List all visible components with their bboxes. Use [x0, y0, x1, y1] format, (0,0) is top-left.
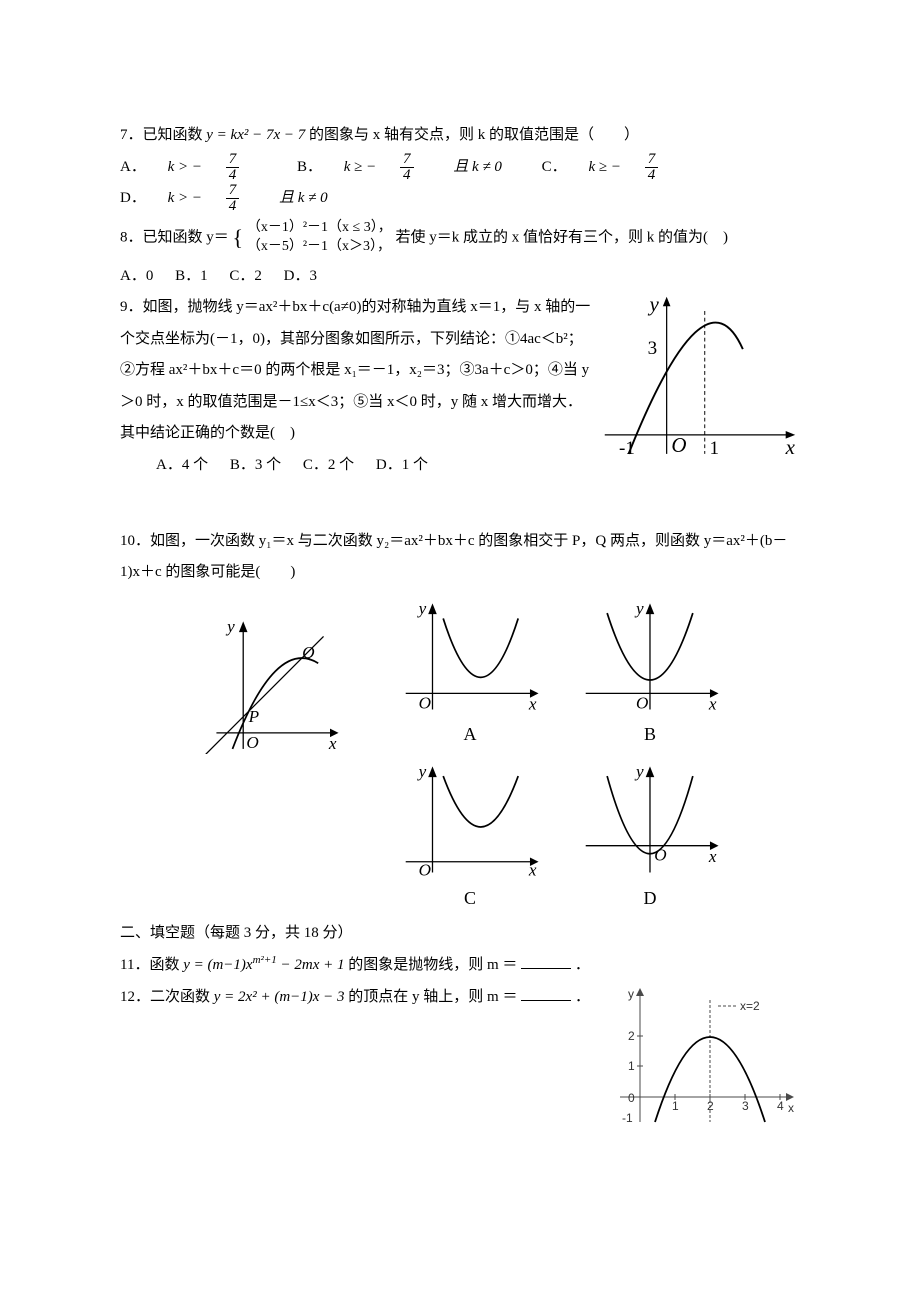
q7-opt-c: C． k ≥ − 74 [542, 159, 695, 175]
q10-stem: 10．如图，一次函数 y₁＝x 与二次函数 y₂＝ax²＋bx＋c 的图象相交于… [120, 526, 800, 589]
q9-stem: 9．如图，抛物线 y＝ax²＋bx＋c(a≠0)的对称轴为直线 x＝1，与 x … [120, 292, 594, 450]
svg-text:2: 2 [707, 1099, 714, 1113]
q9-opt-d: D．1 个 [376, 457, 428, 473]
q7-post: 的图象与 x 轴有交点，则 k 的取值范围是（ ） [309, 127, 639, 143]
svg-text:P: P [248, 707, 260, 726]
svg-text:x: x [708, 694, 717, 713]
svg-text:y: y [628, 987, 634, 1001]
svg-text:x: x [528, 694, 537, 713]
q8-options: A．0 B．1 C．2 D．3 [120, 261, 800, 293]
q9-opt-a: A．4 个 [156, 457, 208, 473]
q7-opt-a: A． k > − 74 [120, 159, 279, 175]
section2-title: 二、填空题（每题 3 分，共 18 分） [120, 918, 800, 950]
svg-text:Q: Q [302, 643, 315, 662]
q9-options: A．4 个 B．3 个 C．2 个 D．1 个 [120, 450, 594, 482]
svg-text:x=2: x=2 [740, 999, 760, 1013]
svg-text:O: O [419, 861, 431, 878]
svg-text:x: x [708, 847, 717, 866]
svg-text:3: 3 [742, 1099, 749, 1113]
svg-text:x: x [785, 435, 796, 459]
svg-text:x: x [528, 861, 537, 878]
q8-opt-a: A．0 [120, 268, 153, 284]
q7-opt-b: B． k ≥ − 74 且 k ≠ 0 [297, 159, 524, 175]
svg-text:1: 1 [672, 1099, 679, 1113]
svg-text:y: y [225, 617, 235, 636]
q7-opt-d: D． k > − 74 且 k ≠ 0 [120, 190, 346, 206]
q11-blank [521, 953, 571, 969]
q12-blank [521, 985, 571, 1001]
q12-figure: 2 1 0 -1 1 2 3 4 y x x=2 [600, 982, 800, 1145]
q7-expr: y = kx² − 7x − 7 [206, 127, 305, 143]
q10-fig-d: y x O D [575, 760, 725, 918]
svg-text:O: O [671, 433, 686, 457]
svg-text:1: 1 [710, 438, 720, 459]
svg-text:3: 3 [648, 338, 658, 359]
q10-fig-c: y x O C [395, 760, 545, 918]
svg-text:O: O [419, 693, 431, 712]
svg-text:0: 0 [628, 1091, 635, 1105]
q7-options: A． k > − 74 B． k ≥ − 74 且 k ≠ 0 C． k ≥ −… [120, 152, 800, 215]
svg-text:y: y [634, 762, 644, 781]
svg-text:O: O [246, 733, 258, 752]
q12-block: 12．二次函数 y = 2x² + (m−1)x − 3 的顶点在 y 轴上，则… [120, 982, 800, 1145]
svg-text:-1: -1 [622, 1111, 633, 1125]
svg-text:y: y [417, 762, 427, 781]
svg-text:y: y [417, 599, 427, 618]
q10-fig-left: y x O P Q [195, 615, 345, 754]
q8-piecewise: （x－1）²－1（x ≤ 3）， （x－5）²－1（x＞3）， [247, 219, 392, 255]
svg-text:2: 2 [628, 1029, 635, 1043]
q9-opt-c: C．2 个 [303, 457, 354, 473]
q9-figure: y x O 3 -1 1 [600, 292, 800, 485]
q10-fig-b: y x O B [575, 597, 725, 755]
q9-block: 9．如图，抛物线 y＝ax²＋bx＋c(a≠0)的对称轴为直线 x＝1，与 x … [120, 292, 800, 485]
q8-opt-b: B．1 [175, 268, 208, 284]
q7-stem: 7．已知函数 y = kx² − 7x − 7 的图象与 x 轴有交点，则 k … [120, 120, 800, 152]
q8-opt-d: D．3 [284, 268, 317, 284]
svg-text:4: 4 [777, 1099, 784, 1113]
svg-text:y: y [648, 292, 660, 316]
svg-text:y: y [634, 599, 644, 618]
svg-text:1: 1 [628, 1059, 635, 1073]
svg-text:O: O [636, 693, 648, 712]
svg-text:-1: -1 [619, 438, 635, 459]
q8-stem: 8．已知函数 y＝ { （x－1）²－1（x ≤ 3）， （x－5）²－1（x＞… [120, 215, 800, 261]
q11-stem: 11．函数 y = (m−1)xm²+1 − 2mx + 1 的图象是抛物线，则… [120, 949, 800, 982]
svg-text:O: O [654, 846, 666, 865]
q10-fig-a: y x O A [395, 597, 545, 755]
q7-pre: 7．已知函数 [120, 127, 203, 143]
q12-stem: 12．二次函数 y = 2x² + (m−1)x − 3 的顶点在 y 轴上，则… [120, 982, 600, 1014]
svg-text:x: x [328, 734, 337, 753]
q9-opt-b: B．3 个 [230, 457, 281, 473]
q8-opt-c: C．2 [229, 268, 262, 284]
q10-figures: y x O P Q y x O A [120, 597, 800, 918]
svg-text:x: x [788, 1101, 794, 1115]
